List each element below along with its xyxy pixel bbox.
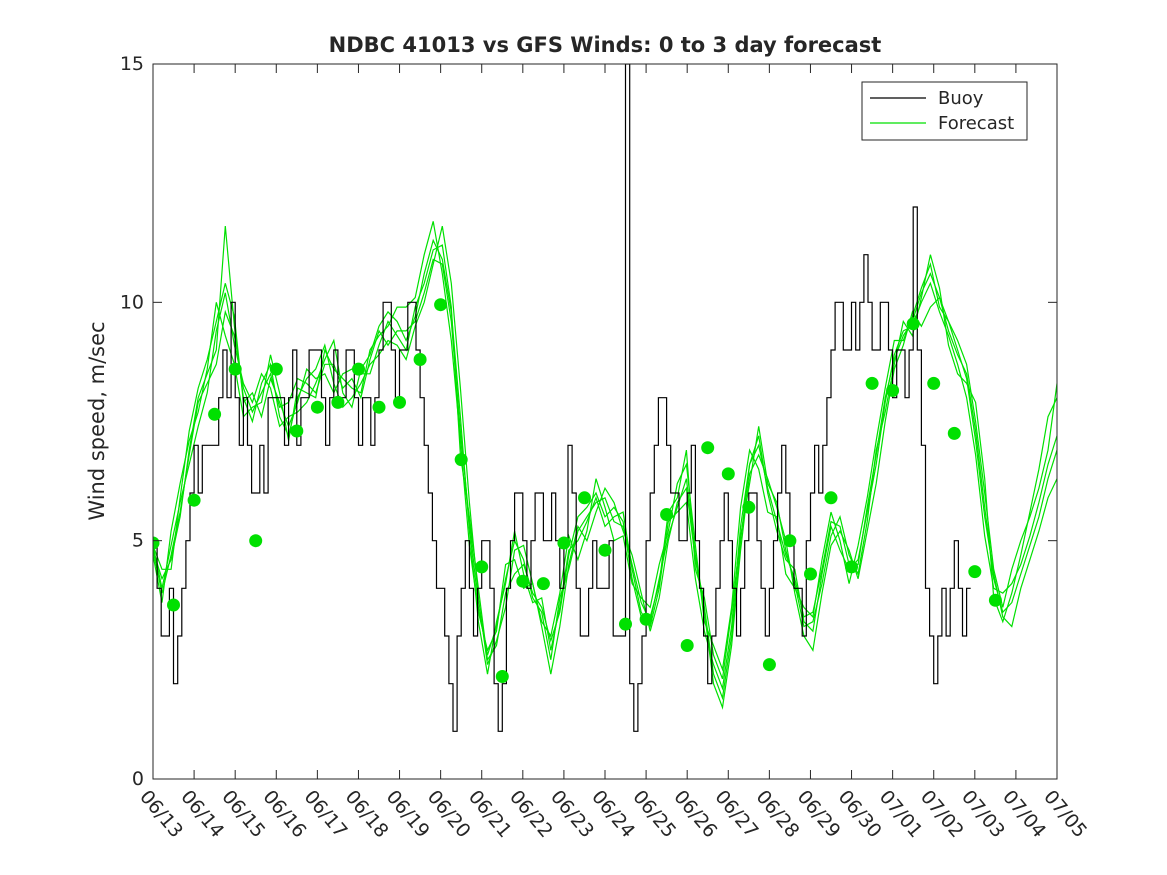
forecast-point: [886, 384, 900, 397]
forecast-point: [742, 500, 756, 514]
forecast-point: [804, 567, 817, 581]
forecast-point: [153, 536, 160, 550]
forecast-point: [557, 536, 571, 550]
forecast-point: [947, 426, 961, 440]
forecast-point: [660, 508, 674, 521]
y-tick-label: 15: [120, 53, 144, 75]
legend-label-2: Forecast: [938, 113, 1014, 134]
series-group: [153, 64, 1057, 732]
y-tick-label: 0: [132, 768, 144, 790]
forecast-point: [824, 491, 838, 505]
forecast-point: [249, 534, 263, 548]
forecast-point: [536, 577, 550, 591]
forecast-point: [762, 658, 776, 672]
forecast-point: [701, 441, 715, 455]
buoy-line: [153, 64, 971, 732]
legend-label-1: Buoy: [938, 88, 984, 109]
forecast-point: [927, 376, 941, 390]
plot-background: [153, 64, 1057, 779]
forecast-point: [865, 376, 879, 390]
forecast-point: [454, 453, 468, 467]
forecast-point: [372, 400, 386, 414]
forecast-point: [639, 612, 653, 626]
y-tick-label: 10: [120, 291, 144, 313]
forecast-point: [598, 543, 612, 557]
forecast-point: [578, 491, 591, 505]
forecast-line-3: [153, 221, 1057, 672]
legend-box: [861, 81, 1028, 141]
forecast-point: [906, 317, 920, 331]
forecast-point: [290, 424, 304, 438]
forecast-point: [413, 353, 427, 366]
forecast-line-4: [153, 244, 1057, 680]
forecast-point: [352, 362, 365, 376]
forecast-point: [619, 617, 632, 631]
forecast-point: [167, 598, 180, 612]
legend: Buoy Forecast: [861, 81, 1028, 141]
plot-area: 05101506/1306/1406/1506/1606/1706/1806/1…: [120, 53, 1091, 842]
forecast-point: [475, 560, 489, 574]
forecast-point: [208, 407, 222, 421]
forecast-point: [434, 298, 448, 312]
forecast-point: [845, 560, 858, 574]
forecast-point: [783, 534, 797, 548]
y-tick-label: 5: [132, 530, 144, 552]
forecast-line-5: [153, 258, 1057, 701]
forecast-point: [187, 493, 201, 507]
forecast-point: [310, 400, 324, 414]
forecast-point: [331, 395, 345, 409]
chart-title: NDBC 41013 vs GFS Winds: 0 to 3 day fore…: [329, 33, 882, 57]
forecast-point: [680, 639, 694, 652]
forecast-point: [968, 565, 982, 579]
forecast-point: [269, 362, 283, 376]
forecast-point: [516, 574, 530, 588]
forecast-point: [988, 593, 1002, 607]
forecast-point: [393, 395, 406, 409]
forecast-point: [495, 670, 509, 683]
forecast-line-2: [153, 238, 1057, 691]
y-axis-label: Wind speed, m/sec: [85, 321, 109, 520]
forecast-point: [721, 467, 735, 481]
forecast-point: [228, 362, 242, 376]
